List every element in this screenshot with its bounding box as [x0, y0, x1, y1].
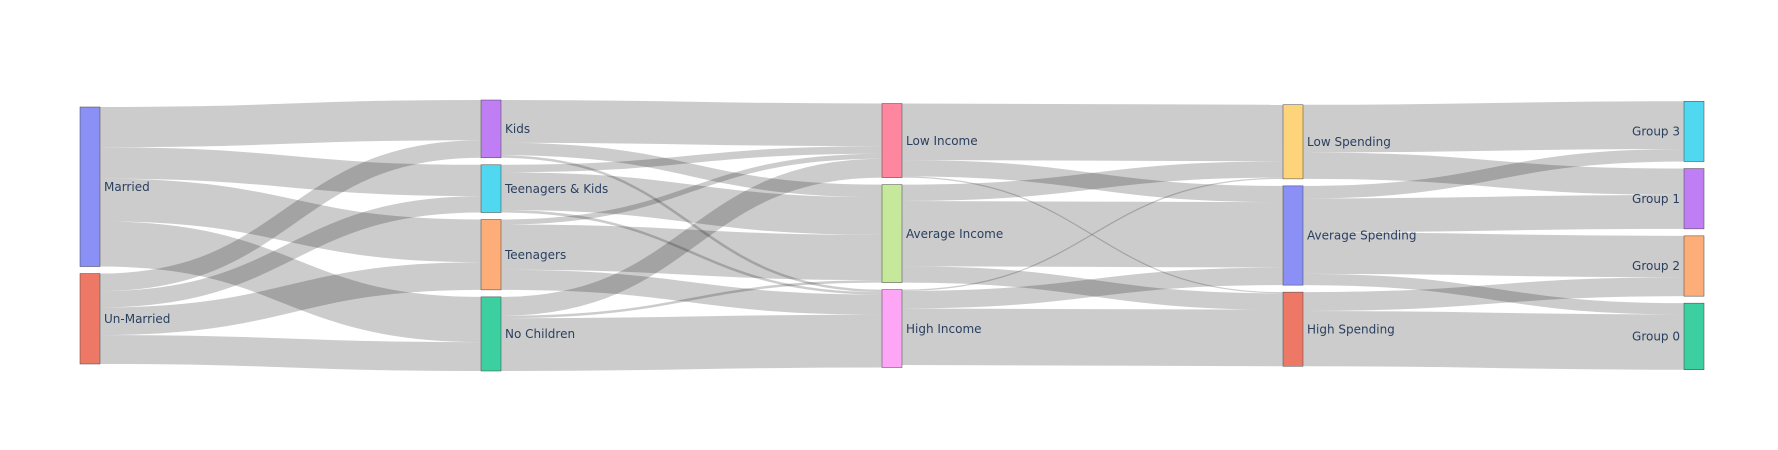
link-high_spending-to-group0: [1302, 310, 1685, 370]
link-high_income-to-avg_spending: [901, 267, 1284, 309]
link-teen_kids-to-high_income: [500, 210, 883, 295]
node-label-avg_spending: Average Spending: [1307, 229, 1417, 243]
node-bar-avg_spending: [1282, 185, 1304, 286]
link-low_spending-to-group3: [1302, 101, 1685, 153]
link-avg_income-to-high_spending: [901, 266, 1284, 310]
node-bar-no_children: [480, 296, 502, 372]
link-teen_kids-to-low_income: [500, 146, 883, 173]
node-bar-group2: [1683, 235, 1705, 297]
node-bar-low_income: [881, 103, 903, 178]
node-kids: Kids: [480, 99, 530, 159]
link-teen_kids-to-avg_income: [500, 172, 883, 235]
node-bar-group0: [1683, 302, 1705, 370]
node-no_children: No Children: [480, 296, 575, 372]
link-unmarried-to-kids: [99, 140, 482, 292]
node-low_spending: Low Spending: [1282, 104, 1391, 180]
link-married-to-teen_kids: [99, 147, 482, 197]
node-label-group2: Group 2: [1632, 259, 1680, 273]
link-low_income-to-low_spending: [901, 103, 1284, 162]
node-high_income: High Income: [881, 289, 982, 368]
node-teenagers: Teenagers: [480, 219, 566, 291]
node-label-avg_income: Average Income: [906, 227, 1003, 241]
node-label-high_spending: High Spending: [1307, 322, 1395, 336]
node-teen_kids: Teenagers & Kids: [480, 164, 608, 213]
link-married-to-teenagers: [99, 178, 482, 263]
link-unmarried-to-teen_kids: [99, 196, 482, 308]
node-label-kids: Kids: [505, 122, 530, 136]
node-bar-group3: [1683, 101, 1705, 162]
node-label-group3: Group 3: [1632, 125, 1680, 139]
node-unmarried: Un-Married: [79, 273, 170, 365]
node-label-teenagers: Teenagers: [504, 248, 566, 262]
link-high_income-to-high_spending: [901, 308, 1284, 367]
link-high_spending-to-group2: [1302, 277, 1685, 311]
node-group0: Group 0: [1632, 302, 1705, 370]
link-kids-to-avg_income: [500, 142, 883, 198]
node-married: Married: [79, 106, 150, 267]
node-bar-teenagers: [480, 219, 502, 291]
link-low_income-to-high_spending: [901, 176, 1284, 294]
node-group2: Group 2: [1632, 235, 1705, 297]
node-bar-teen_kids: [480, 164, 502, 213]
node-label-low_spending: Low Spending: [1307, 135, 1391, 149]
link-unmarried-to-teenagers: [99, 262, 482, 336]
link-no_children-to-low_income: [500, 158, 883, 316]
link-married-to-no_children: [99, 221, 482, 343]
link-kids-to-low_income: [500, 100, 883, 147]
node-bar-kids: [480, 99, 502, 159]
link-avg_spending-to-group3: [1302, 148, 1685, 199]
node-bar-high_income: [881, 289, 903, 368]
node-avg_income: Average Income: [881, 184, 1003, 283]
node-label-group1: Group 1: [1632, 192, 1680, 206]
node-high_spending: High Spending: [1282, 291, 1395, 367]
link-no_children-to-high_income: [500, 314, 883, 371]
link-avg_spending-to-group0: [1302, 273, 1685, 315]
link-high_income-to-low_spending: [901, 177, 1284, 291]
node-label-teen_kids: Teenagers & Kids: [504, 182, 608, 196]
link-unmarried-to-no_children: [99, 335, 482, 372]
link-avg_income-to-low_spending: [901, 161, 1284, 201]
link-teenagers-to-high_income: [500, 269, 883, 315]
link-teenagers-to-avg_income: [500, 224, 883, 281]
node-bar-low_spending: [1282, 104, 1304, 180]
link-avg_spending-to-group2: [1302, 232, 1685, 278]
link-married-to-kids: [99, 100, 482, 148]
link-kids-to-high_income: [500, 155, 883, 293]
link-avg_spending-to-group1: [1302, 194, 1685, 233]
link-low_spending-to-group1: [1302, 152, 1685, 195]
node-label-high_income: High Income: [906, 322, 982, 336]
node-bar-group1: [1683, 168, 1705, 230]
node-label-married: Married: [104, 180, 150, 194]
link-avg_income-to-avg_spending: [901, 200, 1284, 268]
sankey-links: [99, 100, 1685, 372]
link-no_children-to-avg_income: [500, 280, 883, 319]
node-label-group0: Group 0: [1632, 330, 1680, 344]
node-label-no_children: No Children: [505, 327, 575, 341]
node-bar-high_spending: [1282, 291, 1304, 367]
node-avg_spending: Average Spending: [1282, 185, 1417, 286]
node-label-low_income: Low Income: [906, 134, 978, 148]
sankey-nodes: Married Un-Married Kids Teenagers & Kids Tee…: [79, 99, 1705, 372]
node-group1: Group 1: [1632, 168, 1705, 230]
node-label-unmarried: Un-Married: [104, 312, 170, 326]
link-low_income-to-avg_spending: [901, 160, 1284, 203]
node-bar-married: [79, 106, 101, 267]
node-group3: Group 3: [1632, 101, 1705, 162]
link-teenagers-to-low_income: [500, 153, 883, 225]
node-bar-unmarried: [79, 273, 101, 365]
node-low_income: Low Income: [881, 103, 978, 178]
node-bar-avg_income: [881, 184, 903, 283]
